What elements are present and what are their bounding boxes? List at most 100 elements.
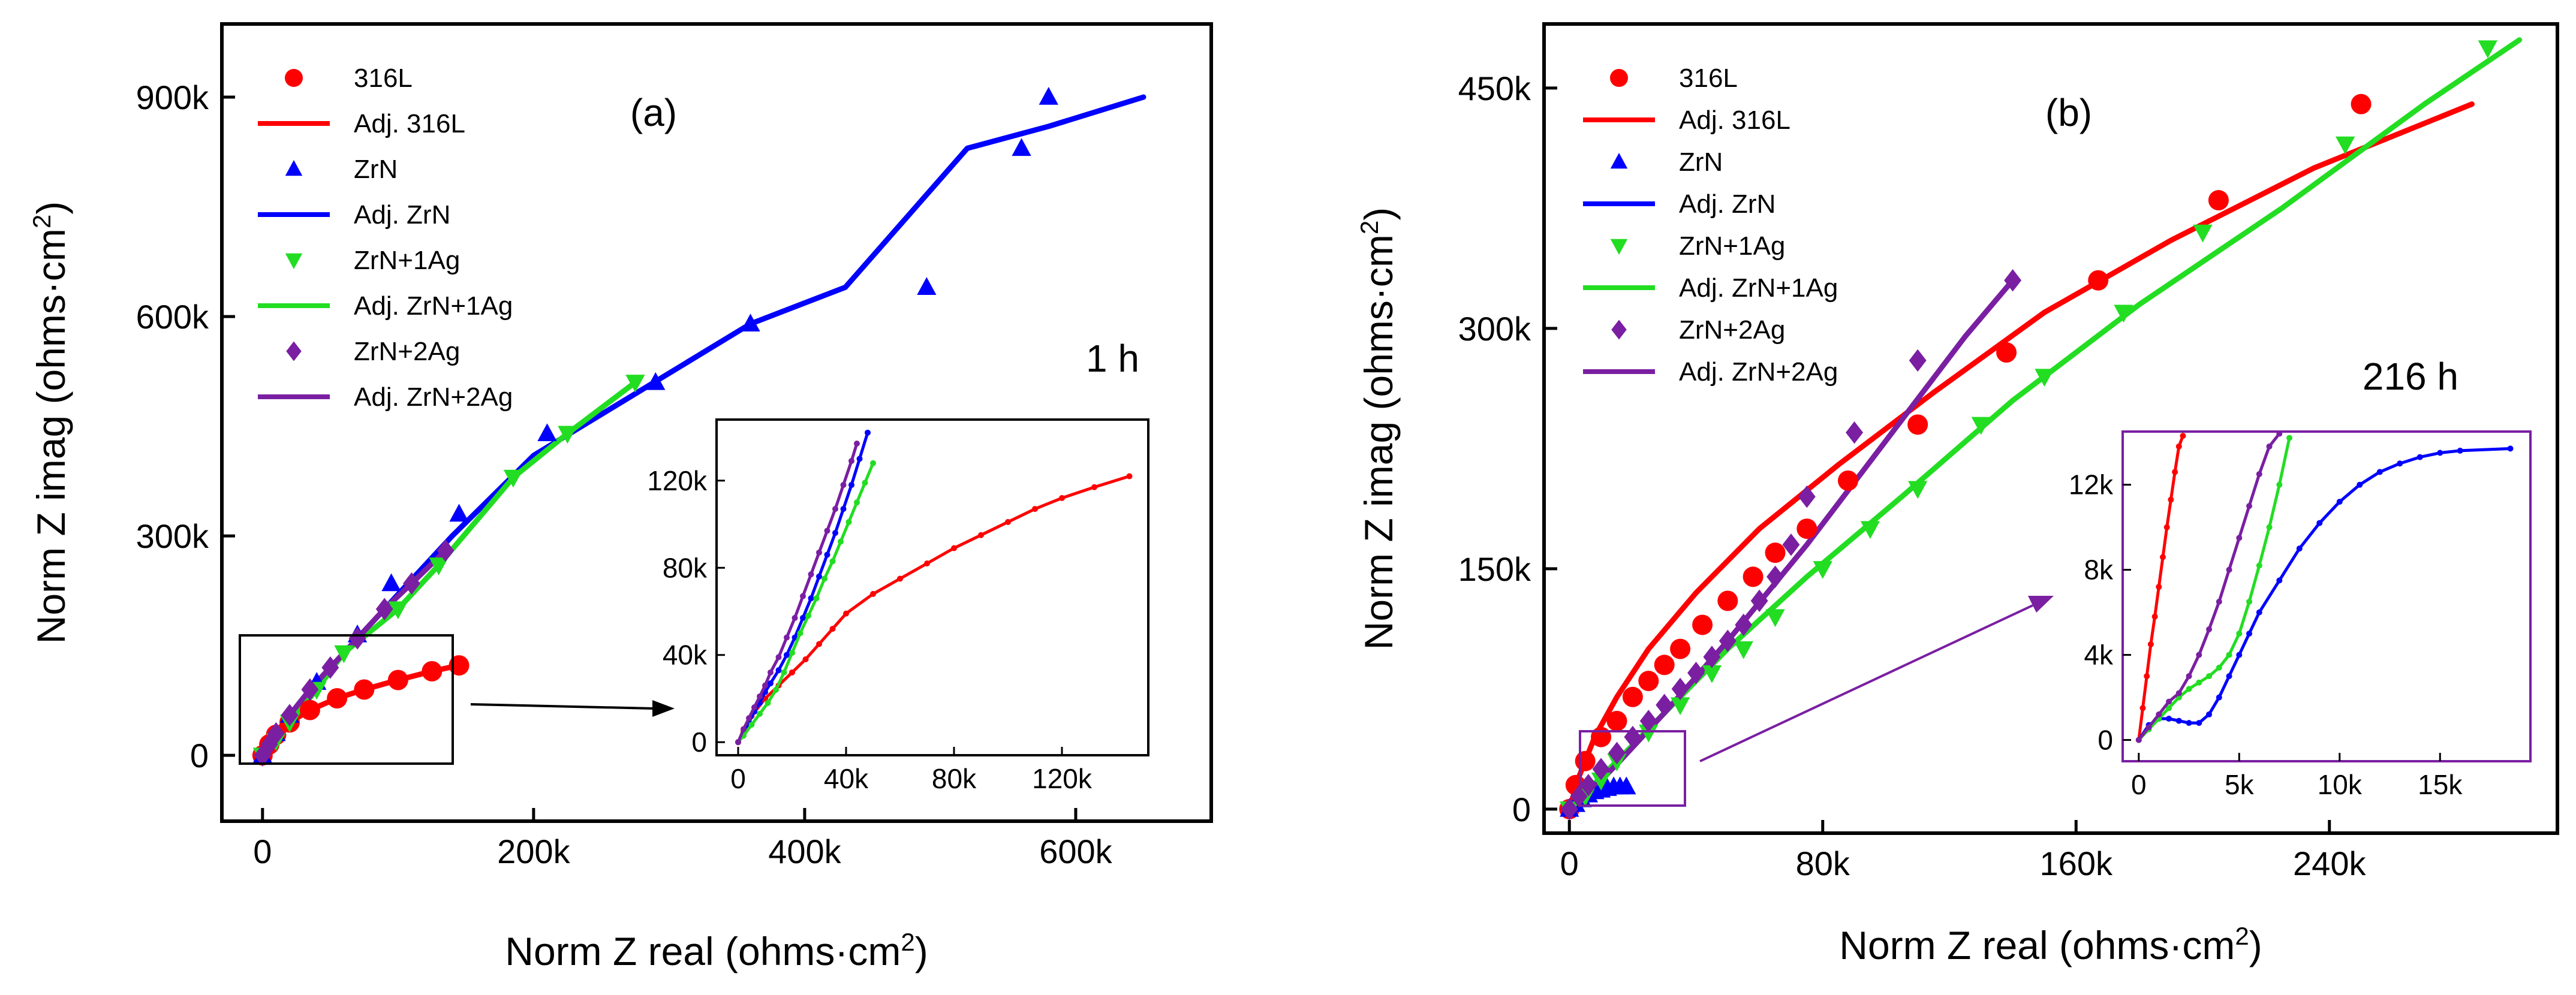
data-point-zrn-1ag [429,557,449,575]
data-point-zrn-2ag [281,704,299,726]
data-point-zrn-1ag [1734,641,1753,659]
legend-label-zrn: ZrN [354,155,398,184]
zoom-arrowhead-a [652,700,675,717]
x-tick-label: 80k [1796,845,1850,882]
legend-marker-316l [285,69,303,87]
inset-point-zrn-1ag [2276,481,2283,488]
data-point-316l [1907,414,1928,435]
inset-point-zrn-1ag [2246,598,2253,605]
x-axis-title-b-sup: 2 [2235,922,2249,950]
x-tick-label: 240k [2293,845,2366,882]
x-tick-label: 600k [1039,833,1112,870]
inset-point-zrn-1ag [845,518,852,525]
legend-marker-zrn [285,160,303,176]
legend-marker-zrn-2ag [286,341,302,361]
inset-point-316l [2151,613,2158,620]
inset-point-zrn-1ag [2256,562,2262,569]
inset-point-zrn [2376,469,2383,475]
data-point-316l [1622,686,1643,707]
data-point-zrn-1ag [2336,136,2355,155]
inset-point-316l [816,641,822,647]
y-tick-label: 300k [136,517,209,555]
inset-point-zrn-2ag [2175,690,2182,696]
data-point-zrn-1ag [1971,417,1991,435]
x-axis-title-a-text: Norm Z real (ohms·cm [505,929,901,973]
y-tick-label: 0 [190,737,209,774]
y-axis-title-a-text: Norm Z imag (ohms·cm [29,228,73,644]
x-tick-label: 400k [768,833,841,870]
data-point-zrn-2ag [1703,646,1721,668]
y-tick-label: 450k [1458,70,1531,107]
inset-series-a [735,429,1133,746]
inset-point-zrn-2ag [735,739,741,746]
inset-point-zrn-1ag [829,558,836,565]
legend-label-zrn-2ag: ZrN+2Ag [1679,315,1785,345]
data-point-zrn [1012,138,1031,156]
inset-point-zrn-2ag [2166,698,2172,705]
inset-series-b [2135,432,2514,743]
inset-point-zrn [2276,577,2283,584]
y-tick-label: 900k [136,79,209,116]
inset-point-zrn [856,456,863,462]
data-point-zrn-2ag [321,656,339,679]
inset-x-tick-label: 0 [2131,769,2147,800]
inset-point-316l [924,560,930,566]
inset-point-zrn [2507,445,2514,452]
inset-point-zrn [808,595,814,602]
x-axis-title-b-close: ) [2249,923,2262,967]
inset-point-316l [2163,524,2170,530]
legend-label-zrn: ZrN [1679,147,1723,177]
inset-point-zrn-1ag [2286,435,2293,441]
panel-label-b: (b) [2045,91,2092,134]
inset-point-zrn-1ag [2216,664,2222,671]
inset-x-ticks-b: 0 5k 10k 15k [2131,753,2463,800]
data-point-316l [1670,638,1691,659]
inset-point-316l [789,669,795,676]
inset-point-zrn-2ag [2246,503,2253,509]
inset-point-316l [802,656,809,662]
inset-point-zrn-1ag [789,650,795,656]
x-tick-label: 160k [2040,845,2113,882]
x-tick-label: 0 [253,833,272,870]
inset-x-ticks-a: 0 40k 80k 120k [730,747,1093,794]
inset-point-zrn-2ag [792,614,798,621]
data-point-316l [387,670,408,691]
data-point-316l [1638,671,1659,692]
inset-point-zrn-2ag [2256,471,2262,477]
inset-y-tick-label: 0 [691,726,707,758]
data-point-zrn-2ag [375,598,393,620]
inset-point-zrn-2ag [2145,724,2152,731]
data-point-zrn-1ag [2114,304,2133,323]
inset-point-zrn-1ag [765,699,771,706]
zoom-region-b [1579,730,1686,807]
inset-point-316l [2156,584,2162,590]
chart-panel-b: 0 80k 160k 240k 0 150k 300k 450k (b) 216 h 316… [1355,22,2559,967]
data-point-zrn [537,423,557,442]
data-point-zrn-2ag [2004,269,2022,292]
inset-x-tick-label: 5k [2225,769,2255,800]
inset-point-zrn-1ag [838,538,844,545]
data-point-zrn [741,313,760,332]
inset-point-zrn [775,667,782,674]
inset-point-316l [2159,554,2166,560]
x-tick-label: 200k [497,833,570,870]
inset-point-zrn-1ag [870,460,876,466]
inset-point-zrn [840,506,847,512]
data-point-zrn-1ag [2478,40,2497,59]
inset-point-zrn-2ag [2236,535,2243,541]
inset-point-316l [897,575,903,582]
inset-point-zrn-1ag [781,669,787,676]
data-point-zrn-2ag [1639,710,1657,732]
inset-point-zrn [2166,716,2172,722]
inset-point-zrn-2ag [808,571,814,578]
inset-point-316l [978,532,984,538]
data-point-zrn-2ag [348,627,366,650]
data-point-316l [1996,342,2017,363]
legend-label-zrn-1ag: ZrN+1Ag [354,246,460,275]
y-axis-title-a: Norm Z imag (ohms·cm2) [28,201,73,644]
inset-point-zrn-2ag [757,693,763,699]
data-point-316l [354,679,375,700]
data-point-zrn-1ag [388,601,408,620]
inset-point-zrn-1ag [821,575,827,582]
